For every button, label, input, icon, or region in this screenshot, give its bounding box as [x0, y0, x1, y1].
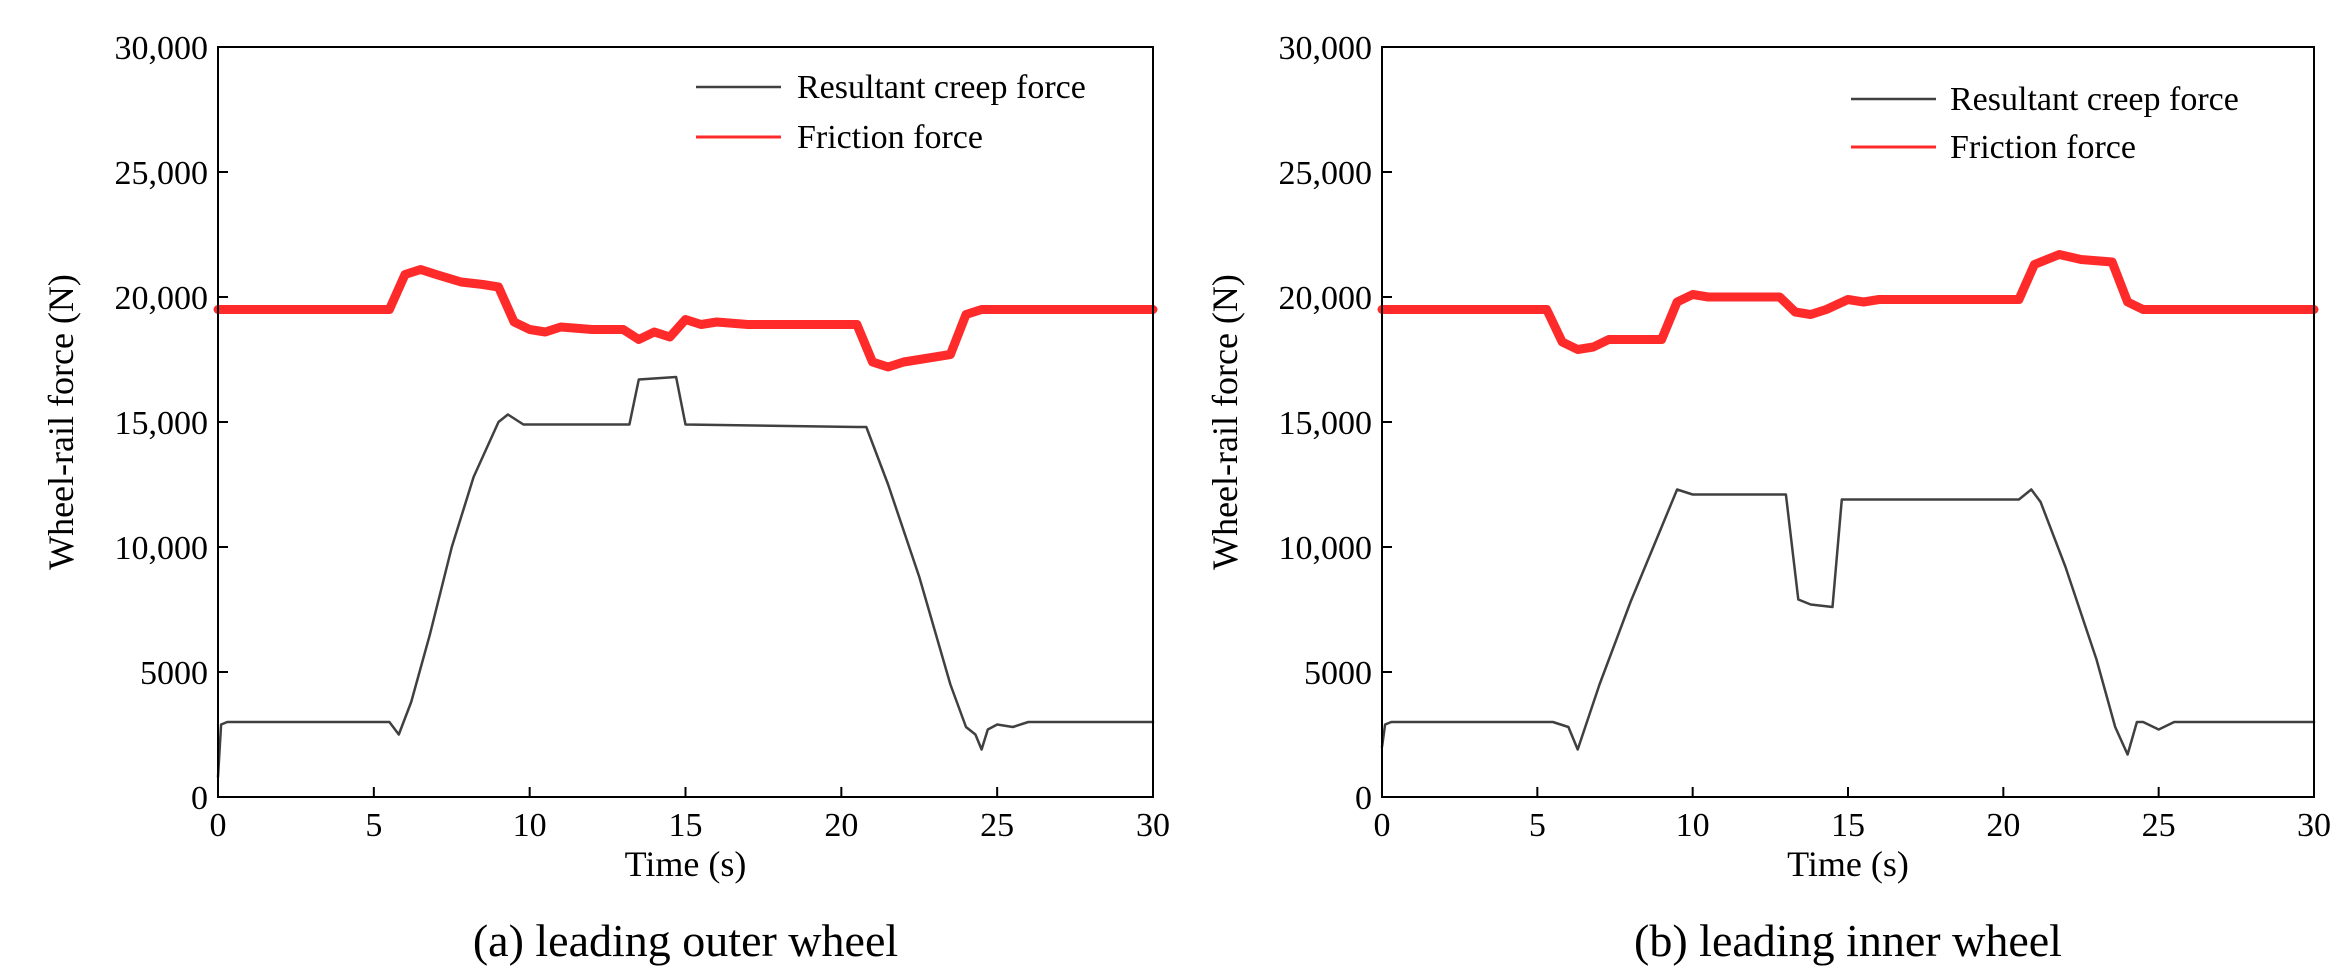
x-axis-title: Time (s): [1787, 844, 1909, 884]
x-tick-label: 15: [669, 807, 703, 844]
x-tick-label: 5: [1529, 807, 1546, 844]
x-tick-label: 30: [2297, 807, 2331, 844]
y-tick-label: 10,000: [1279, 530, 1373, 567]
x-tick-label: 5: [365, 807, 382, 844]
y-tick-label: 20,000: [1279, 280, 1373, 317]
legend-label-friction: Friction force: [797, 119, 983, 156]
x-axis-title: Time (s): [625, 844, 747, 884]
y-tick-label: 25,000: [115, 155, 209, 192]
y-tick-label: 0: [191, 780, 208, 817]
x-tick-label: 0: [210, 807, 227, 844]
x-tick-label: 15: [1831, 807, 1865, 844]
legend-label-friction: Friction force: [1950, 129, 2136, 166]
y-tick-label: 10,000: [115, 530, 209, 567]
y-axis-title: Wheel-rail force (N): [41, 274, 81, 570]
legend: Resultant creep force Friction force: [696, 69, 1086, 156]
x-tick-label: 10: [513, 807, 547, 844]
y-tick-label: 20,000: [115, 280, 209, 317]
plot-frame: [1381, 46, 2315, 798]
x-tick-label: 20: [824, 807, 858, 844]
legend-label-creep: Resultant creep force: [1950, 81, 2239, 118]
y-tick-label: 5000: [140, 655, 208, 692]
chart-caption: (b) leading inner wheel: [1634, 915, 2062, 966]
creep-force-line: [1380, 488, 2316, 756]
y-tick-label: 5000: [1304, 655, 1372, 692]
y-tick-label: 0: [1355, 780, 1372, 817]
x-tick-label: 25: [980, 807, 1014, 844]
y-axis-title: Wheel-rail force (N): [1205, 274, 1245, 570]
creep-force-line: [216, 375, 1155, 779]
friction-force-line: [213, 265, 1158, 372]
x-tick-label: 30: [1136, 807, 1170, 844]
x-tick-label: 20: [1986, 807, 2020, 844]
y-tick-label: 30,000: [115, 30, 209, 67]
chart-b: 0 5 10 15 20 25 30 0 5000 10,000 15,000 20,000 25,00…: [1205, 30, 2331, 966]
x-tick-label: 10: [1676, 807, 1710, 844]
friction-force-line: [1377, 250, 2319, 354]
chart-a: 0 5 10 15 20 25 30 0 5000 10,000 15,000 20,000 25,00…: [41, 30, 1170, 966]
y-tick-label: 30,000: [1279, 30, 1373, 67]
chart-caption: (a) leading outer wheel: [473, 915, 898, 966]
y-tick-label: 25,000: [1279, 155, 1373, 192]
legend-label-creep: Resultant creep force: [797, 69, 1086, 106]
x-tick-label: 25: [2142, 807, 2176, 844]
y-tick-label: 15,000: [1279, 405, 1373, 442]
x-tick-label: 0: [1374, 807, 1391, 844]
legend: Resultant creep force Friction force: [1851, 81, 2239, 166]
y-tick-label: 15,000: [115, 405, 209, 442]
